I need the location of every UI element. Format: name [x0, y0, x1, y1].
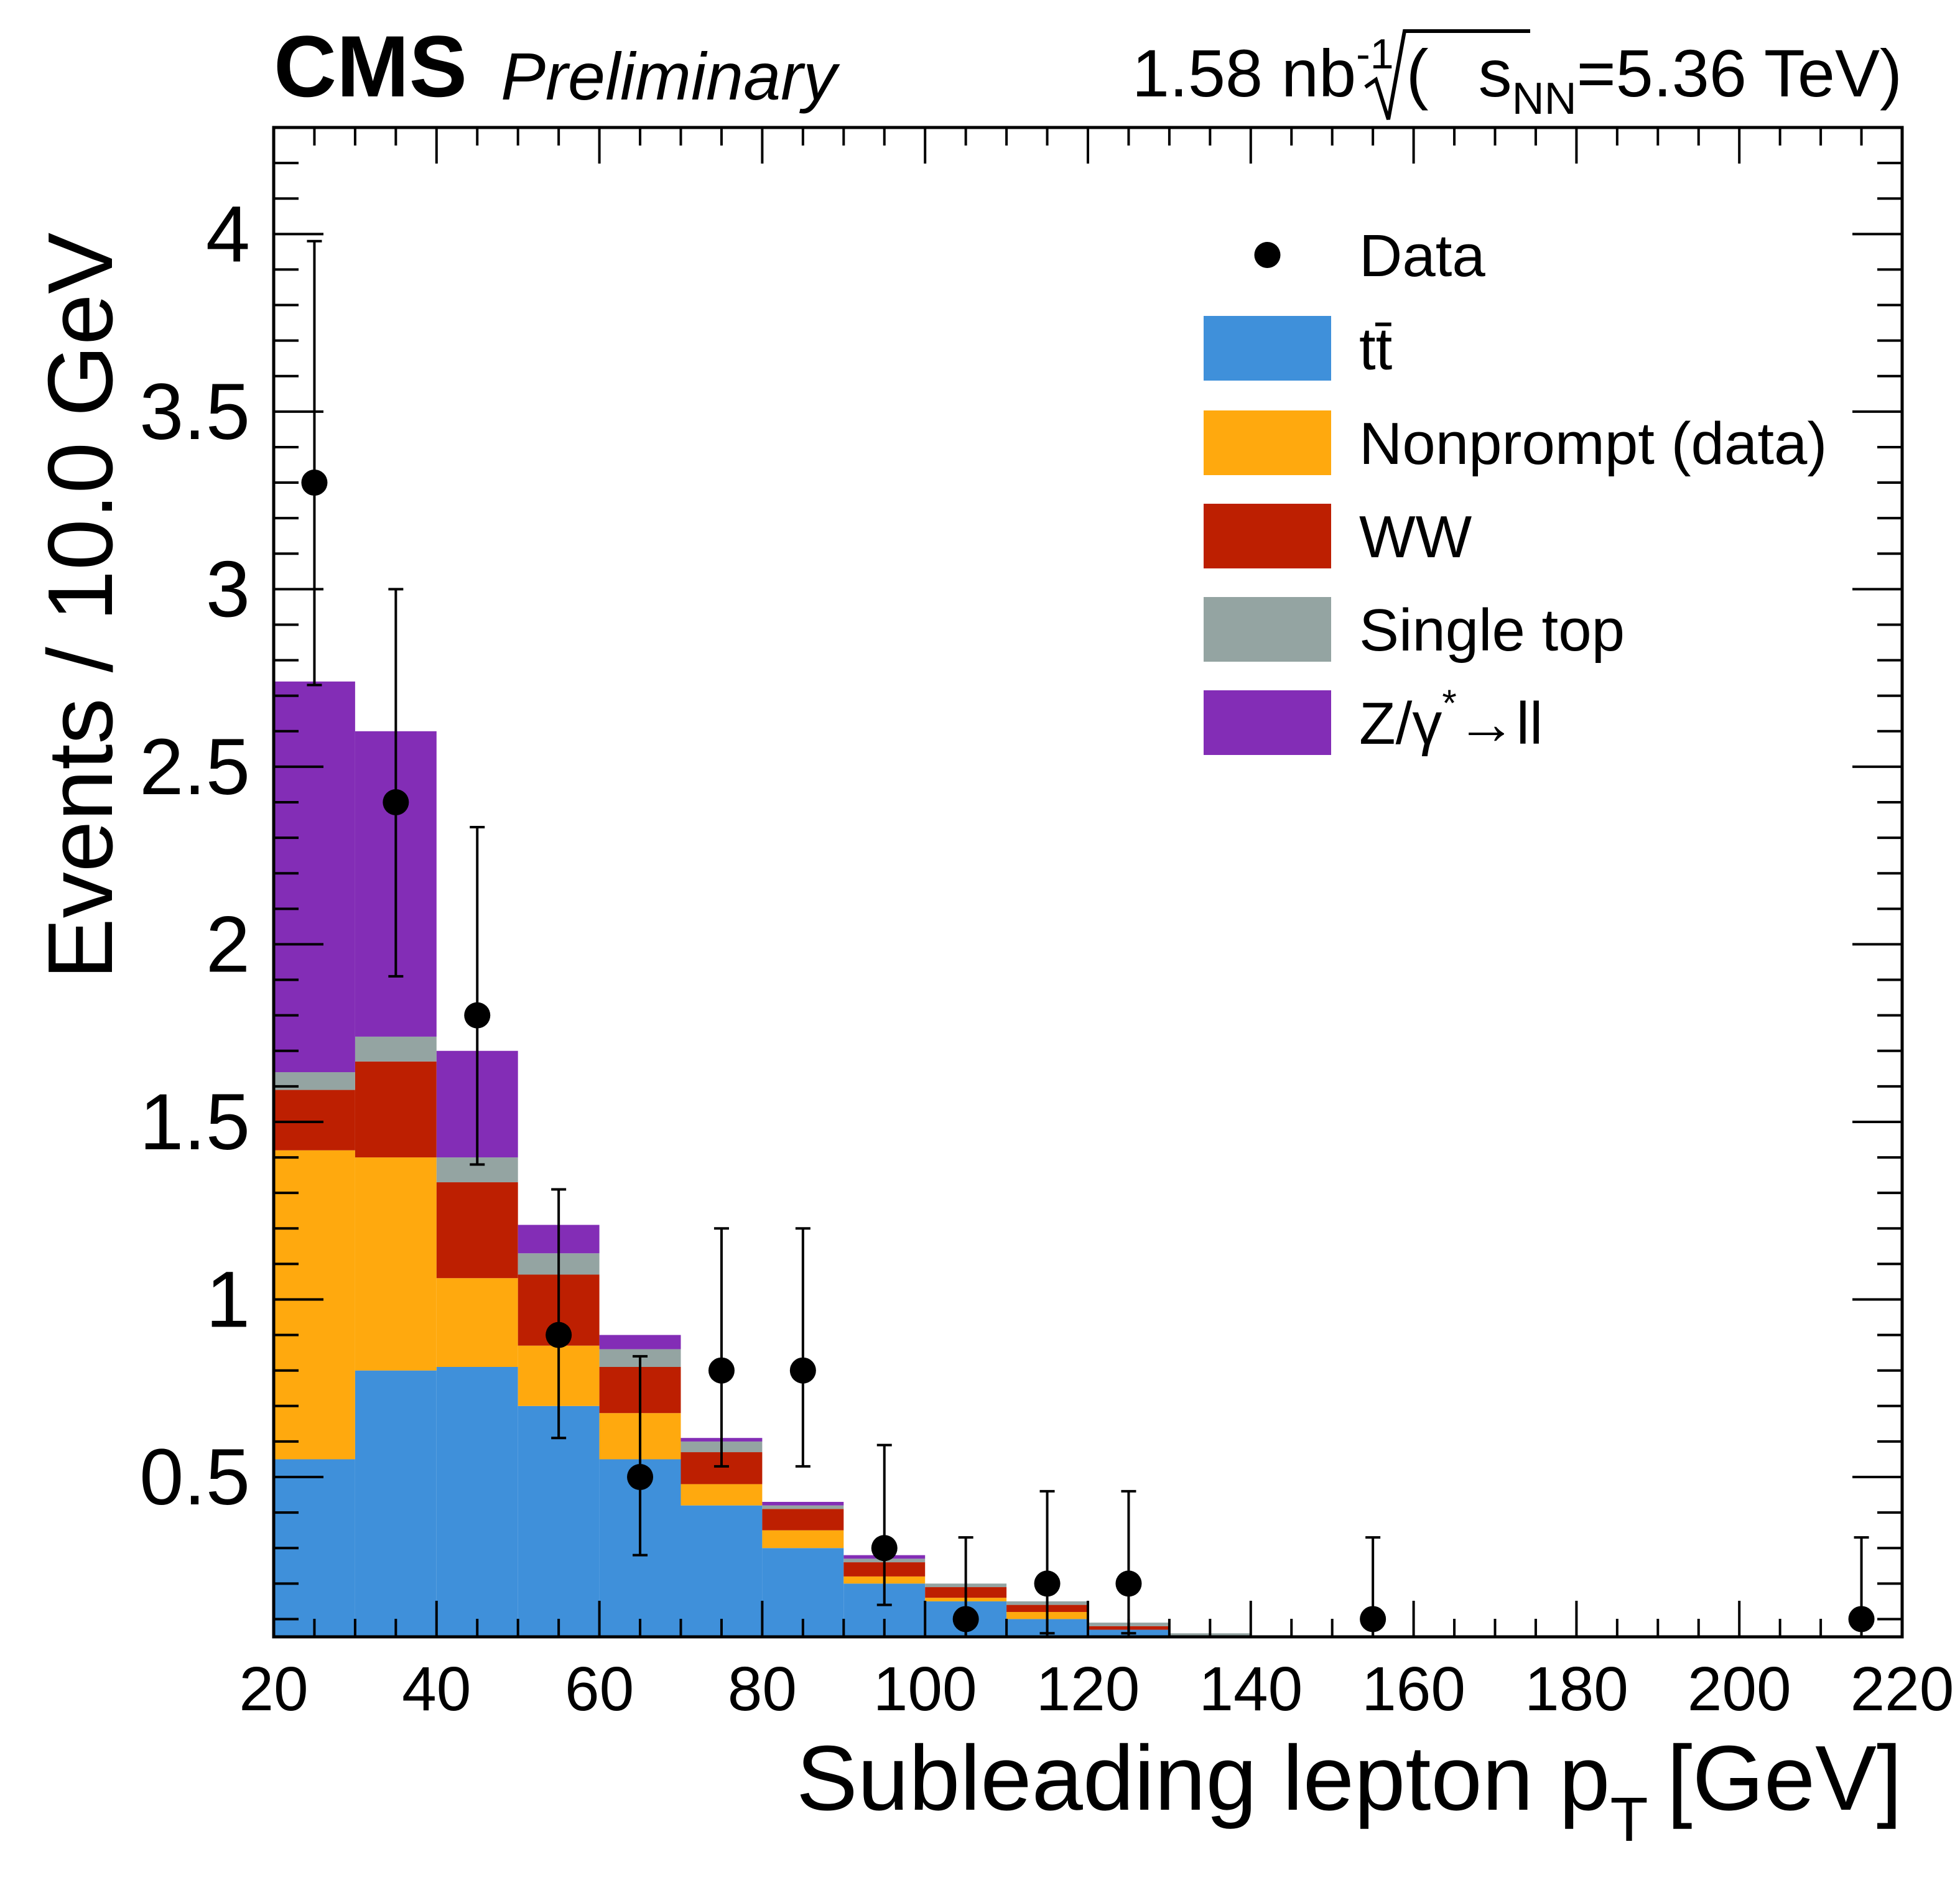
legend-swatch-ttbar	[1204, 316, 1331, 381]
x-tick-label: 200	[1688, 1654, 1791, 1724]
x-tick-label: 160	[1362, 1654, 1465, 1724]
data-point-9	[1034, 1570, 1061, 1597]
sqrt-space	[1460, 35, 1479, 111]
y-tick-label: 1.5	[139, 1078, 250, 1167]
x-tick-label: 80	[728, 1654, 797, 1724]
bar-ww-2	[436, 1182, 518, 1279]
luminosity-label: 1.58 nb-1 ( sNN=5.36 TeV)	[1132, 30, 1902, 124]
x-tick-label: 60	[565, 1654, 634, 1724]
bar-single_top-6	[762, 1505, 844, 1509]
legend-swatch-dy	[1204, 690, 1331, 755]
data-points	[301, 239, 1875, 1638]
energy-s: s	[1479, 35, 1512, 111]
stack-bars	[274, 681, 1332, 1655]
x-tick-label: 20	[239, 1654, 308, 1724]
bar-dy-0	[274, 681, 355, 1073]
bar-ttbar-2	[436, 1366, 518, 1637]
energy-value: =5.36 TeV)	[1577, 35, 1902, 111]
bar-nonprompt-6	[762, 1530, 844, 1549]
status-label: Preliminary	[501, 39, 840, 114]
experiment-label: CMS	[274, 17, 467, 115]
legend-label-data: Data	[1359, 223, 1485, 289]
legend-marker-data	[1254, 242, 1281, 268]
legend-swatch-single_top	[1204, 597, 1331, 662]
bar-ww-1	[355, 1061, 437, 1158]
sqrt-sign	[1364, 29, 1530, 120]
bar-dy-6	[762, 1501, 844, 1506]
x-axis-title: Subleading lepton pT [GeV]	[796, 1727, 1902, 1855]
bar-ttbar-6	[762, 1548, 844, 1637]
bar-ww-0	[274, 1090, 355, 1151]
x-tick-label: 120	[1036, 1654, 1140, 1724]
data-point-1	[383, 789, 409, 816]
bar-ttbar-1	[355, 1370, 437, 1637]
y-tick-label: 3	[206, 545, 250, 634]
legend-label-dy-sup: *	[1442, 682, 1456, 724]
x-axis-title-unit: [GeV]	[1667, 1727, 1902, 1830]
y-tick-label: 1	[206, 1255, 250, 1344]
legend-label-nonprompt: Nonprompt (data)	[1359, 410, 1827, 477]
bar-single_top-1	[355, 1036, 437, 1062]
x-tick-label: 220	[1851, 1654, 1954, 1724]
data-point-0	[301, 470, 328, 496]
y-tick-label: 2	[206, 900, 250, 989]
y-axis-title: Events / 10.0 GeV	[29, 233, 132, 979]
data-point-6	[789, 1357, 816, 1384]
x-axis-title-main: Subleading lepton p	[796, 1727, 1610, 1830]
x-tick-label: 140	[1199, 1654, 1303, 1724]
data-point-10	[1115, 1570, 1142, 1597]
bar-nonprompt-5	[680, 1484, 763, 1506]
data-point-5	[708, 1357, 735, 1384]
y-tick-label: 2.5	[139, 723, 250, 812]
y-tick-label: 3.5	[139, 368, 250, 456]
data-point-4	[627, 1464, 654, 1491]
energy-open: (	[1406, 35, 1429, 111]
legend-swatch-nonprompt	[1204, 410, 1331, 475]
y-tick-label: 4	[206, 190, 250, 279]
x-axis-title-sub: T	[1610, 1785, 1648, 1855]
x-tick-label: 40	[402, 1654, 471, 1724]
bar-nonprompt-1	[355, 1157, 437, 1371]
lumi-value: 1.58 nb	[1132, 35, 1356, 111]
legend-label-dy: Z/γ*→ll	[1359, 682, 1543, 757]
data-point-7	[871, 1535, 898, 1562]
legend-label-dy-tail: →ll	[1457, 690, 1543, 757]
bar-ww-6	[762, 1509, 844, 1530]
legend-label-ttbar: tt̄	[1359, 316, 1392, 382]
legend-label-single_top: Single top	[1359, 597, 1625, 664]
lumi-exponent: -1	[1356, 30, 1393, 78]
energy-sub: NN	[1512, 74, 1577, 124]
bar-nonprompt-0	[274, 1150, 355, 1460]
data-point-2	[464, 1002, 491, 1029]
bar-ttbar-5	[680, 1505, 763, 1637]
bar-dy-4	[599, 1335, 681, 1350]
legend-label-dy-main: Z/γ	[1359, 690, 1442, 757]
bar-ttbar-11	[1169, 1641, 1251, 1655]
bar-ttbar-3	[518, 1405, 600, 1637]
bar-ttbar-12	[1251, 1647, 1332, 1654]
legend-label-ttbar-tbar: t̄	[1375, 316, 1392, 382]
legend-label-ww: WW	[1359, 504, 1472, 570]
y-tick-label: 0.5	[139, 1433, 250, 1522]
axes: 20 40 60 80 100 120 140 160 180 200 220 0.5 1 1.5 2 2.5…	[139, 126, 1954, 1724]
legend-swatch-ww	[1204, 504, 1331, 568]
legend-label-ttbar-t: t	[1359, 316, 1376, 382]
bar-nonprompt-2	[436, 1278, 518, 1367]
legend: Data tt̄ Nonprompt (data) WW Single top Z/γ*→…	[1204, 223, 1827, 757]
data-point-3	[546, 1322, 572, 1348]
x-tick-label: 180	[1525, 1654, 1628, 1724]
x-tick-label: 100	[873, 1654, 977, 1724]
